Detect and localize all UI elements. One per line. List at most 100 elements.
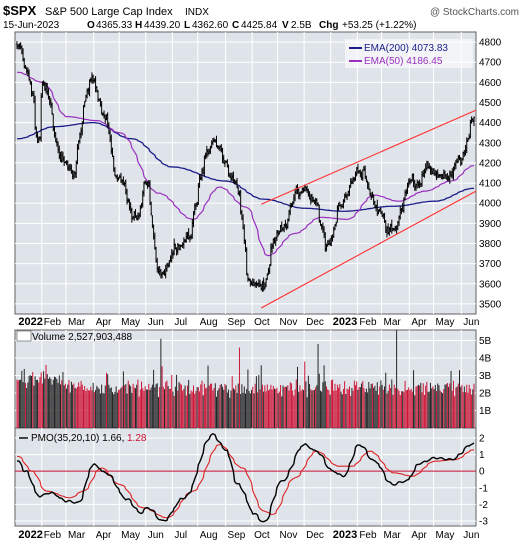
volume-bar	[271, 389, 273, 428]
watermark-text: @ StockCharts.com	[430, 7, 519, 18]
volume-bar	[188, 379, 190, 428]
volume-bar	[207, 365, 209, 428]
volume-bar	[371, 383, 373, 428]
volume-bar	[112, 392, 113, 428]
volume-bar	[361, 383, 363, 428]
volume-bar	[128, 384, 130, 428]
volume-bar	[184, 385, 186, 428]
volume-bar	[288, 390, 290, 428]
volume-bar	[252, 386, 254, 428]
volume-bar	[381, 384, 383, 428]
volume-bar	[417, 384, 419, 428]
volume-bar	[118, 390, 120, 428]
volume-bar	[345, 393, 347, 428]
volume-bar	[344, 381, 346, 428]
channel-layer	[260, 109, 477, 309]
volume-bar	[194, 393, 196, 428]
close-label: C	[232, 20, 239, 31]
volume-bar	[58, 375, 60, 428]
volume-bar	[197, 387, 199, 428]
volume-bar	[428, 391, 430, 428]
volume-bar	[241, 384, 243, 428]
volume-bar	[237, 383, 239, 428]
volume-bar	[394, 388, 396, 428]
volume-bar	[365, 388, 367, 428]
volume-bar	[68, 380, 70, 428]
volume-bar	[138, 396, 140, 428]
volume-bar	[419, 385, 421, 428]
x-tick-label: May	[435, 530, 454, 541]
volume-bar	[350, 395, 352, 428]
volume-bar	[225, 385, 227, 428]
volume-bar	[461, 384, 463, 428]
volume-bar	[205, 388, 207, 428]
volume-bar	[18, 379, 20, 428]
volume-bar	[295, 379, 297, 428]
volume-bar	[240, 393, 242, 428]
volume-bar	[286, 386, 288, 428]
volume-bar	[403, 391, 405, 428]
x-tick-label: Dec	[306, 317, 324, 328]
x-tick-label: Jun	[463, 530, 479, 541]
pmo-axis-tick: -2	[479, 500, 488, 511]
x-tick-label: Dec	[306, 530, 324, 541]
volume-bar	[136, 384, 138, 428]
volume-bar	[283, 387, 285, 428]
volume-axis-tick: 2B	[479, 389, 492, 400]
volume-bar	[156, 383, 158, 428]
volume-bar	[224, 383, 226, 428]
volume-bar	[87, 390, 89, 428]
volume-bar	[437, 383, 439, 428]
volume-bar	[37, 379, 39, 428]
legend-ema200-text: EMA(200) 4073.83	[364, 43, 448, 54]
volume-bar	[165, 382, 167, 428]
volume-bar	[23, 368, 25, 428]
volume-bar	[157, 397, 159, 428]
volume-bar	[147, 389, 149, 428]
volume-bar	[257, 392, 259, 428]
volume-bar	[387, 390, 389, 428]
volume-bar	[388, 384, 390, 428]
volume-bar	[40, 372, 42, 428]
axis-labels-layer: 20222022FebFebMarMarAprAprMayMayJunJunJu…	[18, 38, 501, 541]
x-tick-label: Nov	[280, 317, 298, 328]
x-tick-label: Sep	[228, 317, 246, 328]
volume-bar	[380, 380, 382, 428]
volume-bar	[179, 383, 181, 428]
volume-bar	[54, 376, 55, 428]
volume-bar	[92, 382, 94, 428]
close-value: 4425.84	[241, 20, 278, 31]
volume-bar	[248, 391, 250, 428]
volume-bar	[39, 376, 41, 428]
volume-bar	[376, 382, 378, 428]
channel-lower-line	[260, 190, 477, 309]
x-tick-label: Feb	[359, 317, 377, 328]
volume-bar	[120, 387, 122, 428]
volume-bar	[176, 374, 178, 428]
volume-bar	[258, 374, 260, 428]
volume-bar	[363, 388, 365, 428]
volume-bar	[327, 389, 329, 428]
volume-bar	[281, 396, 283, 428]
volume-bar	[76, 386, 78, 428]
volume-bar	[208, 385, 210, 428]
volume-bar	[310, 389, 312, 428]
volume-bar	[236, 392, 238, 428]
volume-bar	[101, 384, 103, 428]
volume-bar	[16, 379, 18, 428]
volume-bar	[56, 379, 58, 428]
price-axis-tick: 3500	[479, 299, 502, 310]
volume-bar	[74, 387, 76, 428]
volume-bar	[141, 381, 143, 428]
volume-bar	[431, 388, 433, 428]
volume-bar	[78, 382, 80, 428]
volume-bar	[102, 392, 104, 428]
volume-bar	[126, 393, 128, 428]
volume-bar	[265, 391, 267, 428]
volume-bar	[436, 391, 438, 428]
volume-bar	[269, 389, 271, 428]
volume-bar	[277, 393, 279, 428]
volume-bar	[293, 395, 295, 428]
volume-bar	[445, 384, 447, 428]
